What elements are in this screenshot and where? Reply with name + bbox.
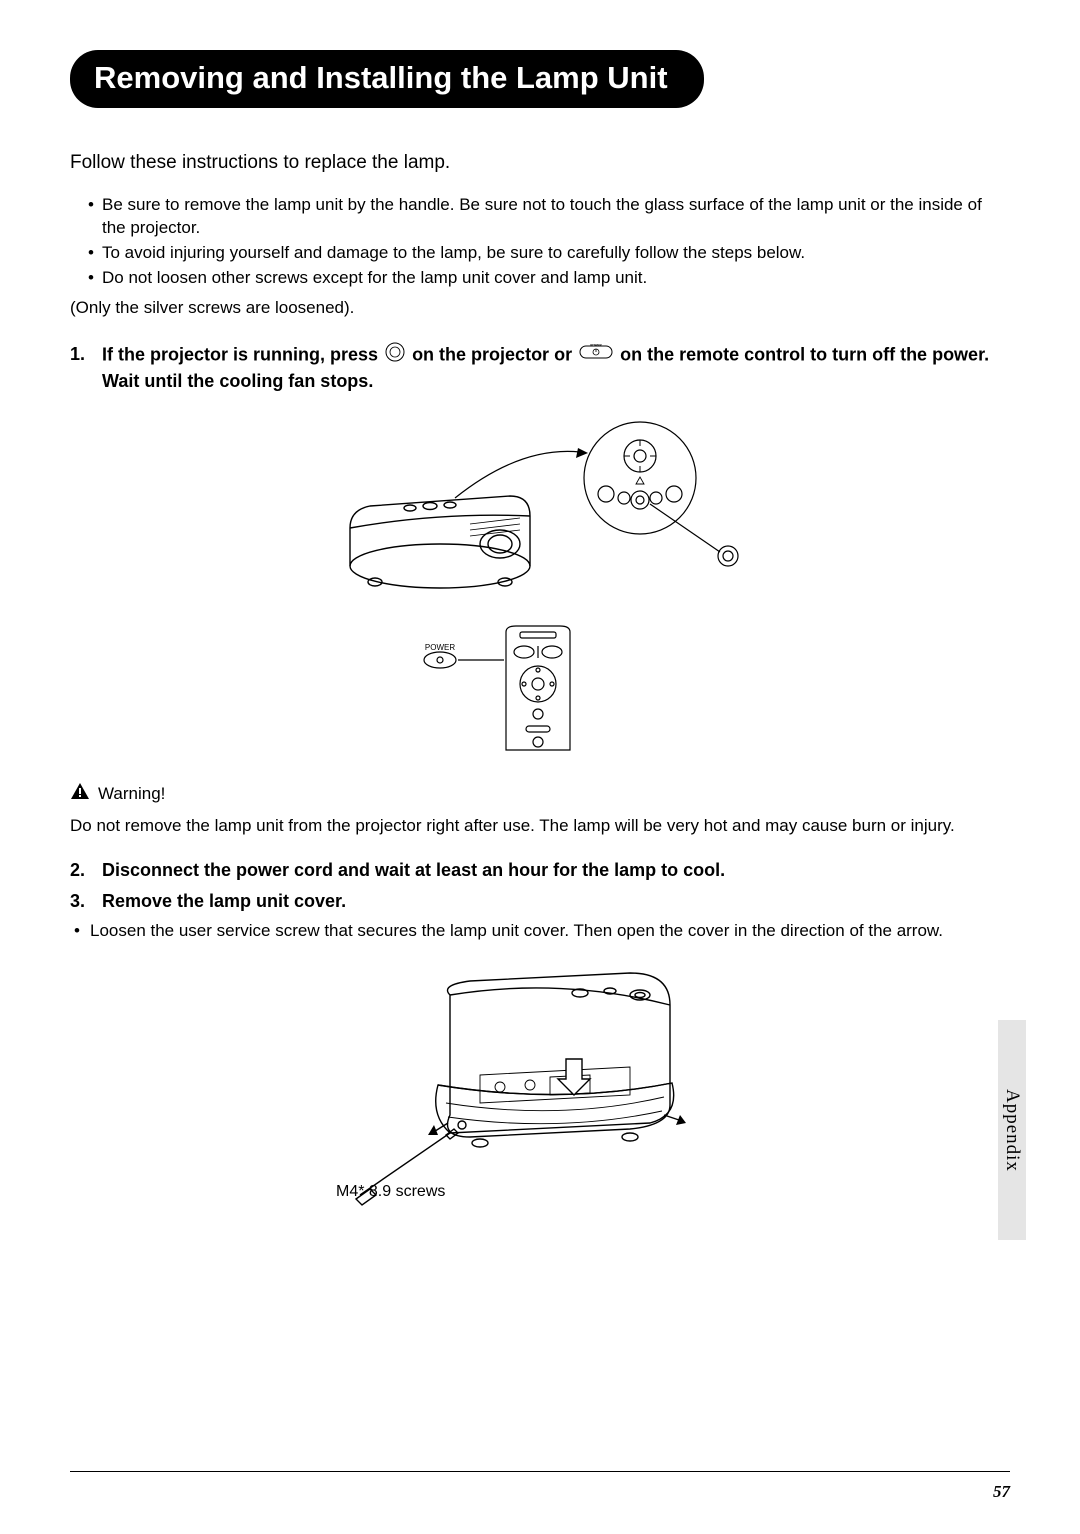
figure-1: POWER bbox=[70, 416, 1010, 756]
step-1: 1. If the projector is running, press on… bbox=[70, 342, 1010, 394]
step1-pre: If the projector is running, press bbox=[102, 344, 383, 364]
page: Removing and Installing the Lamp Unit Fo… bbox=[0, 0, 1080, 1534]
step-number: 1. bbox=[70, 342, 102, 394]
screw-label: M4* 8.9 screws bbox=[336, 1183, 445, 1201]
svg-text:POWER: POWER bbox=[425, 643, 455, 652]
figure-2: M4* 8.9 screws bbox=[70, 965, 1010, 1225]
section-tab-label: Appendix bbox=[1001, 1089, 1023, 1172]
step3-bullets: Loosen the user service screw that secur… bbox=[70, 920, 1010, 943]
intro-text: Follow these instructions to replace the… bbox=[70, 152, 1010, 174]
step1-mid: on the projector or bbox=[412, 344, 577, 364]
warning-row: Warning! bbox=[70, 782, 1010, 805]
step-number: 3. bbox=[70, 889, 102, 914]
step-3: 3. Remove the lamp unit cover. bbox=[70, 889, 1010, 914]
warning-text: Do not remove the lamp unit from the pro… bbox=[70, 815, 1010, 838]
step-text: If the projector is running, press on th… bbox=[102, 342, 1010, 394]
page-title: Removing and Installing the Lamp Unit bbox=[70, 50, 704, 108]
section-tab: Appendix bbox=[998, 1020, 1026, 1240]
warning-label: Warning! bbox=[98, 784, 165, 804]
bullet-item: Loosen the user service screw that secur… bbox=[74, 920, 1010, 943]
remote-power-icon: POWER bbox=[579, 343, 613, 368]
step-text: Disconnect the power cord and wait at le… bbox=[102, 858, 725, 883]
step-number: 2. bbox=[70, 858, 102, 883]
power-button-icon bbox=[385, 342, 405, 369]
bullets-note: (Only the silver screws are loosened). bbox=[70, 298, 1010, 318]
bullet-item: Do not loosen other screws except for th… bbox=[88, 267, 1010, 290]
warning-icon bbox=[70, 782, 90, 805]
projector-diagram: POWER bbox=[320, 416, 760, 756]
step-2: 2. Disconnect the power cord and wait at… bbox=[70, 858, 1010, 883]
page-number: 57 bbox=[993, 1482, 1010, 1502]
step-text: Remove the lamp unit cover. bbox=[102, 889, 346, 914]
footer-rule bbox=[70, 1471, 1010, 1472]
intro-bullets: Be sure to remove the lamp unit by the h… bbox=[70, 194, 1010, 290]
svg-text:POWER: POWER bbox=[590, 343, 602, 347]
bullet-item: Be sure to remove the lamp unit by the h… bbox=[88, 194, 1010, 240]
bullet-item: To avoid injuring yourself and damage to… bbox=[88, 242, 1010, 265]
